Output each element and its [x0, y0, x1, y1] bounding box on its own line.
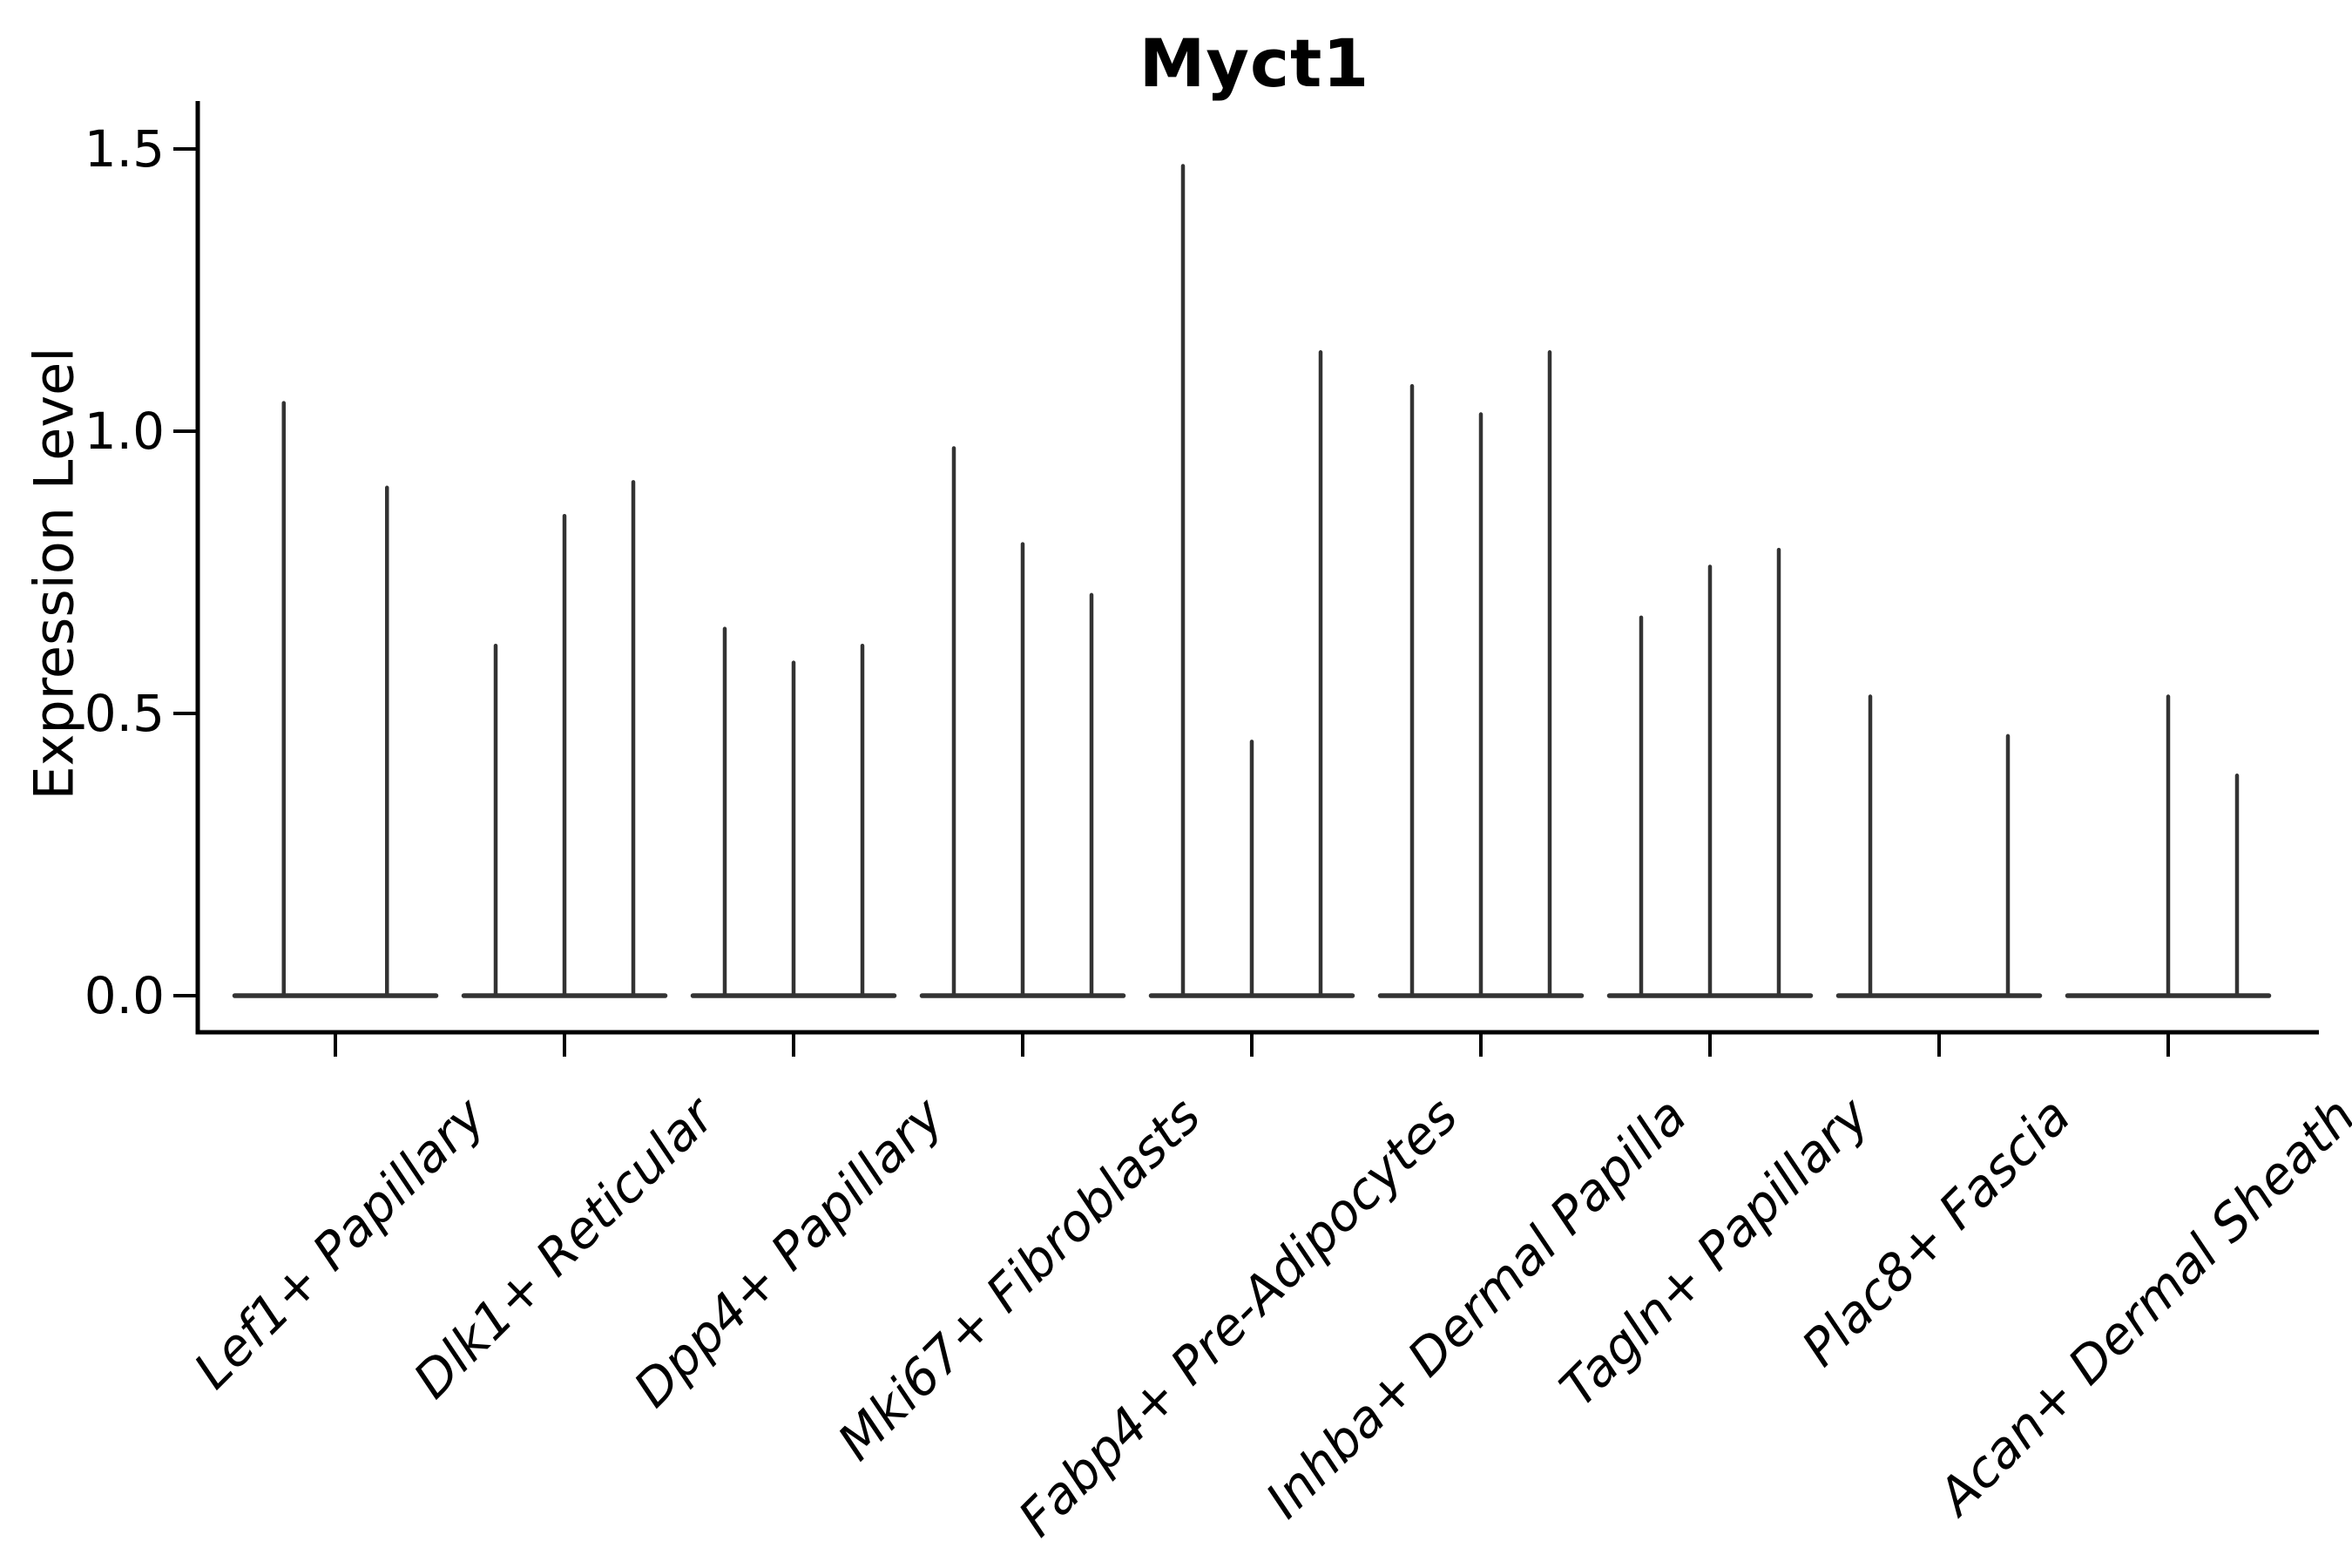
y-tick-label: 0.0 [84, 966, 165, 1025]
y-tick-label: 0.5 [84, 684, 165, 743]
y-tick-label: 1.0 [84, 402, 165, 461]
chart-title: Myct1 [1139, 24, 1370, 102]
y-tick-label: 1.5 [84, 119, 165, 179]
x-category-label: Fabp4+ Pre-Adipocytes [1007, 1086, 1469, 1548]
